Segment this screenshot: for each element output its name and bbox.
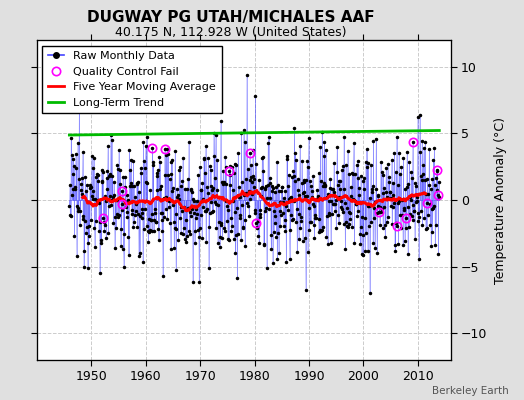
Text: Berkeley Earth: Berkeley Earth xyxy=(432,386,508,396)
Text: 40.175 N, 112.928 W (United States): 40.175 N, 112.928 W (United States) xyxy=(115,26,346,39)
Legend: Raw Monthly Data, Quality Control Fail, Five Year Moving Average, Long-Term Tren: Raw Monthly Data, Quality Control Fail, … xyxy=(42,46,222,113)
Text: DUGWAY PG UTAH/MICHALES AAF: DUGWAY PG UTAH/MICHALES AAF xyxy=(87,10,374,25)
Y-axis label: Temperature Anomaly (°C): Temperature Anomaly (°C) xyxy=(494,116,507,284)
